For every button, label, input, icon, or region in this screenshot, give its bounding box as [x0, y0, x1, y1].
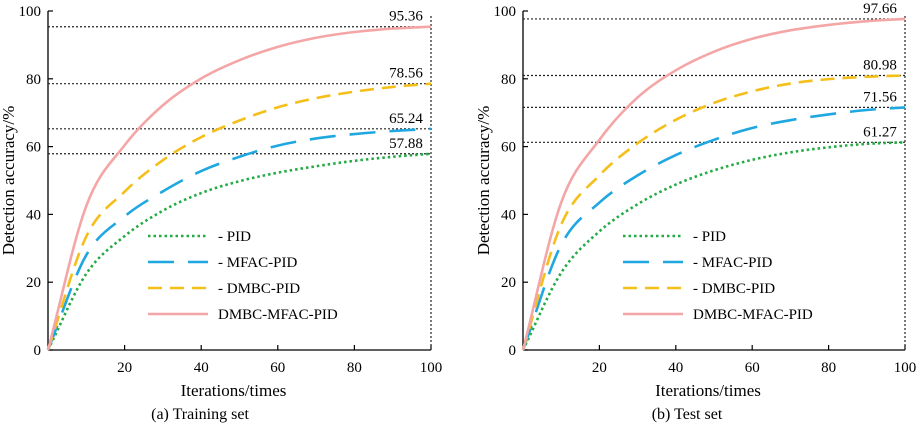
y-axis-label: Detection accuracy/%	[0, 106, 18, 256]
y-tick-label: 20	[501, 275, 516, 291]
legend-entry: DMBC-MFAC-PID	[693, 307, 813, 323]
y-tick-label: 40	[501, 207, 516, 223]
x-tick-label: 100	[420, 360, 443, 376]
annotation-value: 97.66	[863, 1, 897, 17]
panel-caption: (b) Test set	[652, 406, 723, 423]
y-tick-label: 20	[26, 275, 41, 291]
y-tick-label: 60	[501, 140, 516, 156]
annotation-value: 78.56	[389, 66, 423, 82]
annotation-value: 57.88	[389, 136, 423, 152]
annotation-value: 80.98	[863, 57, 897, 73]
x-axis-label: Iterations/times	[181, 381, 287, 400]
y-tick-label: 0	[509, 343, 517, 359]
annotation-value: 71.56	[863, 89, 897, 105]
x-tick-label: 40	[194, 360, 209, 376]
x-tick-label: 20	[592, 360, 607, 376]
x-tick-label: 80	[347, 360, 362, 376]
y-tick-label: 0	[34, 343, 42, 359]
x-tick-label: 40	[668, 360, 683, 376]
panel-caption: (a) Training set	[151, 406, 249, 423]
y-tick-label: 100	[494, 4, 517, 20]
y-axis-label: Detection accuracy/%	[474, 106, 493, 256]
x-tick-label: 60	[745, 360, 760, 376]
legend-entry: DMBC-MFAC-PID	[218, 307, 338, 323]
legend-entry: - DMBC-PID	[218, 281, 300, 297]
legend-entry: - MFAC-PID	[693, 255, 772, 271]
legend-entry: - PID	[218, 229, 251, 245]
annotation-value: 65.24	[389, 111, 423, 127]
x-tick-label: 20	[117, 360, 132, 376]
series-line-pid	[521, 140, 906, 351]
legend-entry: - DMBC-PID	[693, 281, 775, 297]
y-tick-label: 100	[19, 4, 42, 20]
annotation-value: 61.27	[863, 124, 897, 140]
x-tick-label: 80	[821, 360, 836, 376]
x-tick-label: 100	[894, 360, 917, 376]
y-tick-label: 80	[26, 72, 41, 88]
chart-panel-training: 0 20 40 60 80 100 20 40 60 80 100 Iterations/times D…	[0, 4, 442, 423]
y-tick-label: 60	[26, 140, 41, 156]
series-line-dmbc-mfac-pid	[46, 25, 432, 351]
legend-entry: - MFAC-PID	[218, 255, 297, 271]
y-tick-label: 80	[501, 72, 516, 88]
series-line-mfac-pid	[521, 106, 906, 351]
x-axis-label: Iterations/times	[655, 381, 761, 400]
annotation-value: 95.36	[389, 9, 423, 25]
series-line-mfac-pid	[46, 127, 432, 351]
y-tick-label: 40	[26, 207, 41, 223]
legend-entry: - PID	[693, 229, 726, 245]
series-line-dmbc-pid	[46, 82, 432, 351]
chart-panel-test: 0 20 40 60 80 100 20 40 60 80 100 Iterations/times D…	[474, 1, 916, 423]
x-tick-label: 60	[270, 360, 285, 376]
series-line-dmbc-mfac-pid	[521, 17, 906, 351]
